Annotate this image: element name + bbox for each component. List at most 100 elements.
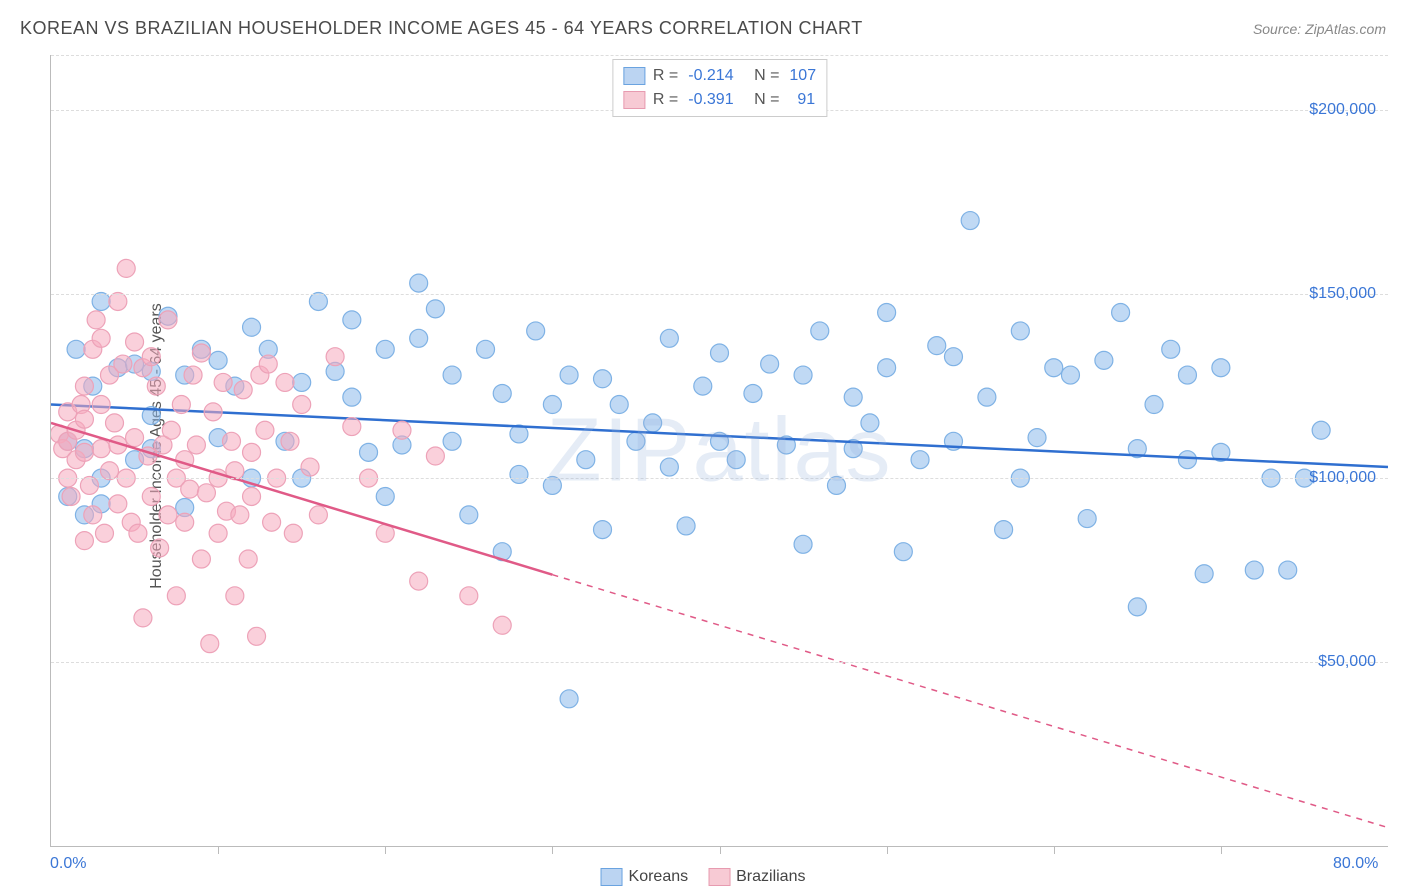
- data-point: [109, 292, 127, 310]
- n-label: N =: [754, 88, 779, 112]
- data-point: [293, 396, 311, 414]
- data-point: [129, 524, 147, 542]
- data-point: [560, 690, 578, 708]
- x-tick-mark: [385, 846, 386, 854]
- data-point: [201, 635, 219, 653]
- data-point: [1145, 396, 1163, 414]
- data-point: [360, 443, 378, 461]
- data-point: [928, 337, 946, 355]
- data-point: [761, 355, 779, 373]
- data-point: [197, 484, 215, 502]
- data-point: [100, 462, 118, 480]
- data-point: [243, 487, 261, 505]
- data-point: [126, 333, 144, 351]
- data-point: [80, 476, 98, 494]
- data-point: [187, 436, 205, 454]
- x-axis-max-label: 80.0%: [1333, 855, 1378, 873]
- grid-line: [51, 294, 1388, 295]
- regression-line: [51, 423, 552, 575]
- y-tick-label: $100,000: [1309, 469, 1376, 487]
- chart-title: KOREAN VS BRAZILIAN HOUSEHOLDER INCOME A…: [20, 18, 863, 39]
- data-point: [75, 443, 93, 461]
- data-point: [1212, 359, 1230, 377]
- legend: Koreans Brazilians: [601, 868, 806, 886]
- data-point: [209, 351, 227, 369]
- data-point: [84, 506, 102, 524]
- data-point: [248, 627, 266, 645]
- data-point: [162, 421, 180, 439]
- data-point: [944, 348, 962, 366]
- grid-line: [51, 478, 1388, 479]
- data-point: [376, 340, 394, 358]
- data-point: [67, 340, 85, 358]
- data-point: [744, 384, 762, 402]
- data-point: [477, 340, 495, 358]
- data-point: [978, 388, 996, 406]
- n-label: N =: [754, 64, 779, 88]
- data-point: [126, 429, 144, 447]
- data-point: [660, 329, 678, 347]
- data-point: [727, 451, 745, 469]
- data-point: [92, 440, 110, 458]
- data-point: [543, 396, 561, 414]
- data-point: [1128, 598, 1146, 616]
- data-point: [1312, 421, 1330, 439]
- data-point: [159, 506, 177, 524]
- data-point: [1195, 565, 1213, 583]
- data-point: [827, 476, 845, 494]
- data-point: [309, 292, 327, 310]
- data-point: [995, 521, 1013, 539]
- data-point: [231, 506, 249, 524]
- x-tick-mark: [218, 846, 219, 854]
- swatch-brazilians-icon: [623, 91, 645, 109]
- data-point: [343, 388, 361, 406]
- data-point: [577, 451, 595, 469]
- data-point: [694, 377, 712, 395]
- data-point: [192, 344, 210, 362]
- data-point: [326, 348, 344, 366]
- data-point: [259, 355, 277, 373]
- data-point: [844, 388, 862, 406]
- data-point: [878, 359, 896, 377]
- data-point: [493, 616, 511, 634]
- data-point: [460, 506, 478, 524]
- data-point: [644, 414, 662, 432]
- x-tick-mark: [1054, 846, 1055, 854]
- data-point: [393, 421, 411, 439]
- grid-line: [51, 662, 1388, 663]
- data-point: [75, 532, 93, 550]
- data-point: [1178, 451, 1196, 469]
- data-point: [159, 311, 177, 329]
- data-point: [293, 373, 311, 391]
- data-point: [192, 550, 210, 568]
- data-point: [243, 443, 261, 461]
- data-point: [961, 212, 979, 230]
- data-point: [172, 396, 190, 414]
- y-tick-label: $200,000: [1309, 101, 1376, 119]
- data-point: [1178, 366, 1196, 384]
- legend-label-koreans: Koreans: [629, 868, 689, 886]
- correlation-stats-box: R = -0.214 N = 107 R = -0.391 N = 91: [612, 59, 827, 117]
- r-value-brazilians: -0.391: [688, 88, 733, 112]
- x-tick-mark: [887, 846, 888, 854]
- data-point: [301, 458, 319, 476]
- data-point: [560, 366, 578, 384]
- data-point: [894, 543, 912, 561]
- data-point: [239, 550, 257, 568]
- data-point: [594, 370, 612, 388]
- data-point: [92, 329, 110, 347]
- grid-line: [51, 55, 1388, 56]
- data-point: [276, 373, 294, 391]
- data-point: [309, 506, 327, 524]
- y-tick-label: $50,000: [1318, 653, 1376, 671]
- data-point: [794, 535, 812, 553]
- data-point: [117, 259, 135, 277]
- data-point: [1011, 322, 1029, 340]
- data-point: [204, 403, 222, 421]
- data-point: [62, 487, 80, 505]
- data-point: [1078, 510, 1096, 528]
- data-point: [510, 465, 528, 483]
- source-attribution: Source: ZipAtlas.com: [1253, 21, 1386, 37]
- x-tick-mark: [552, 846, 553, 854]
- r-label: R =: [653, 88, 678, 112]
